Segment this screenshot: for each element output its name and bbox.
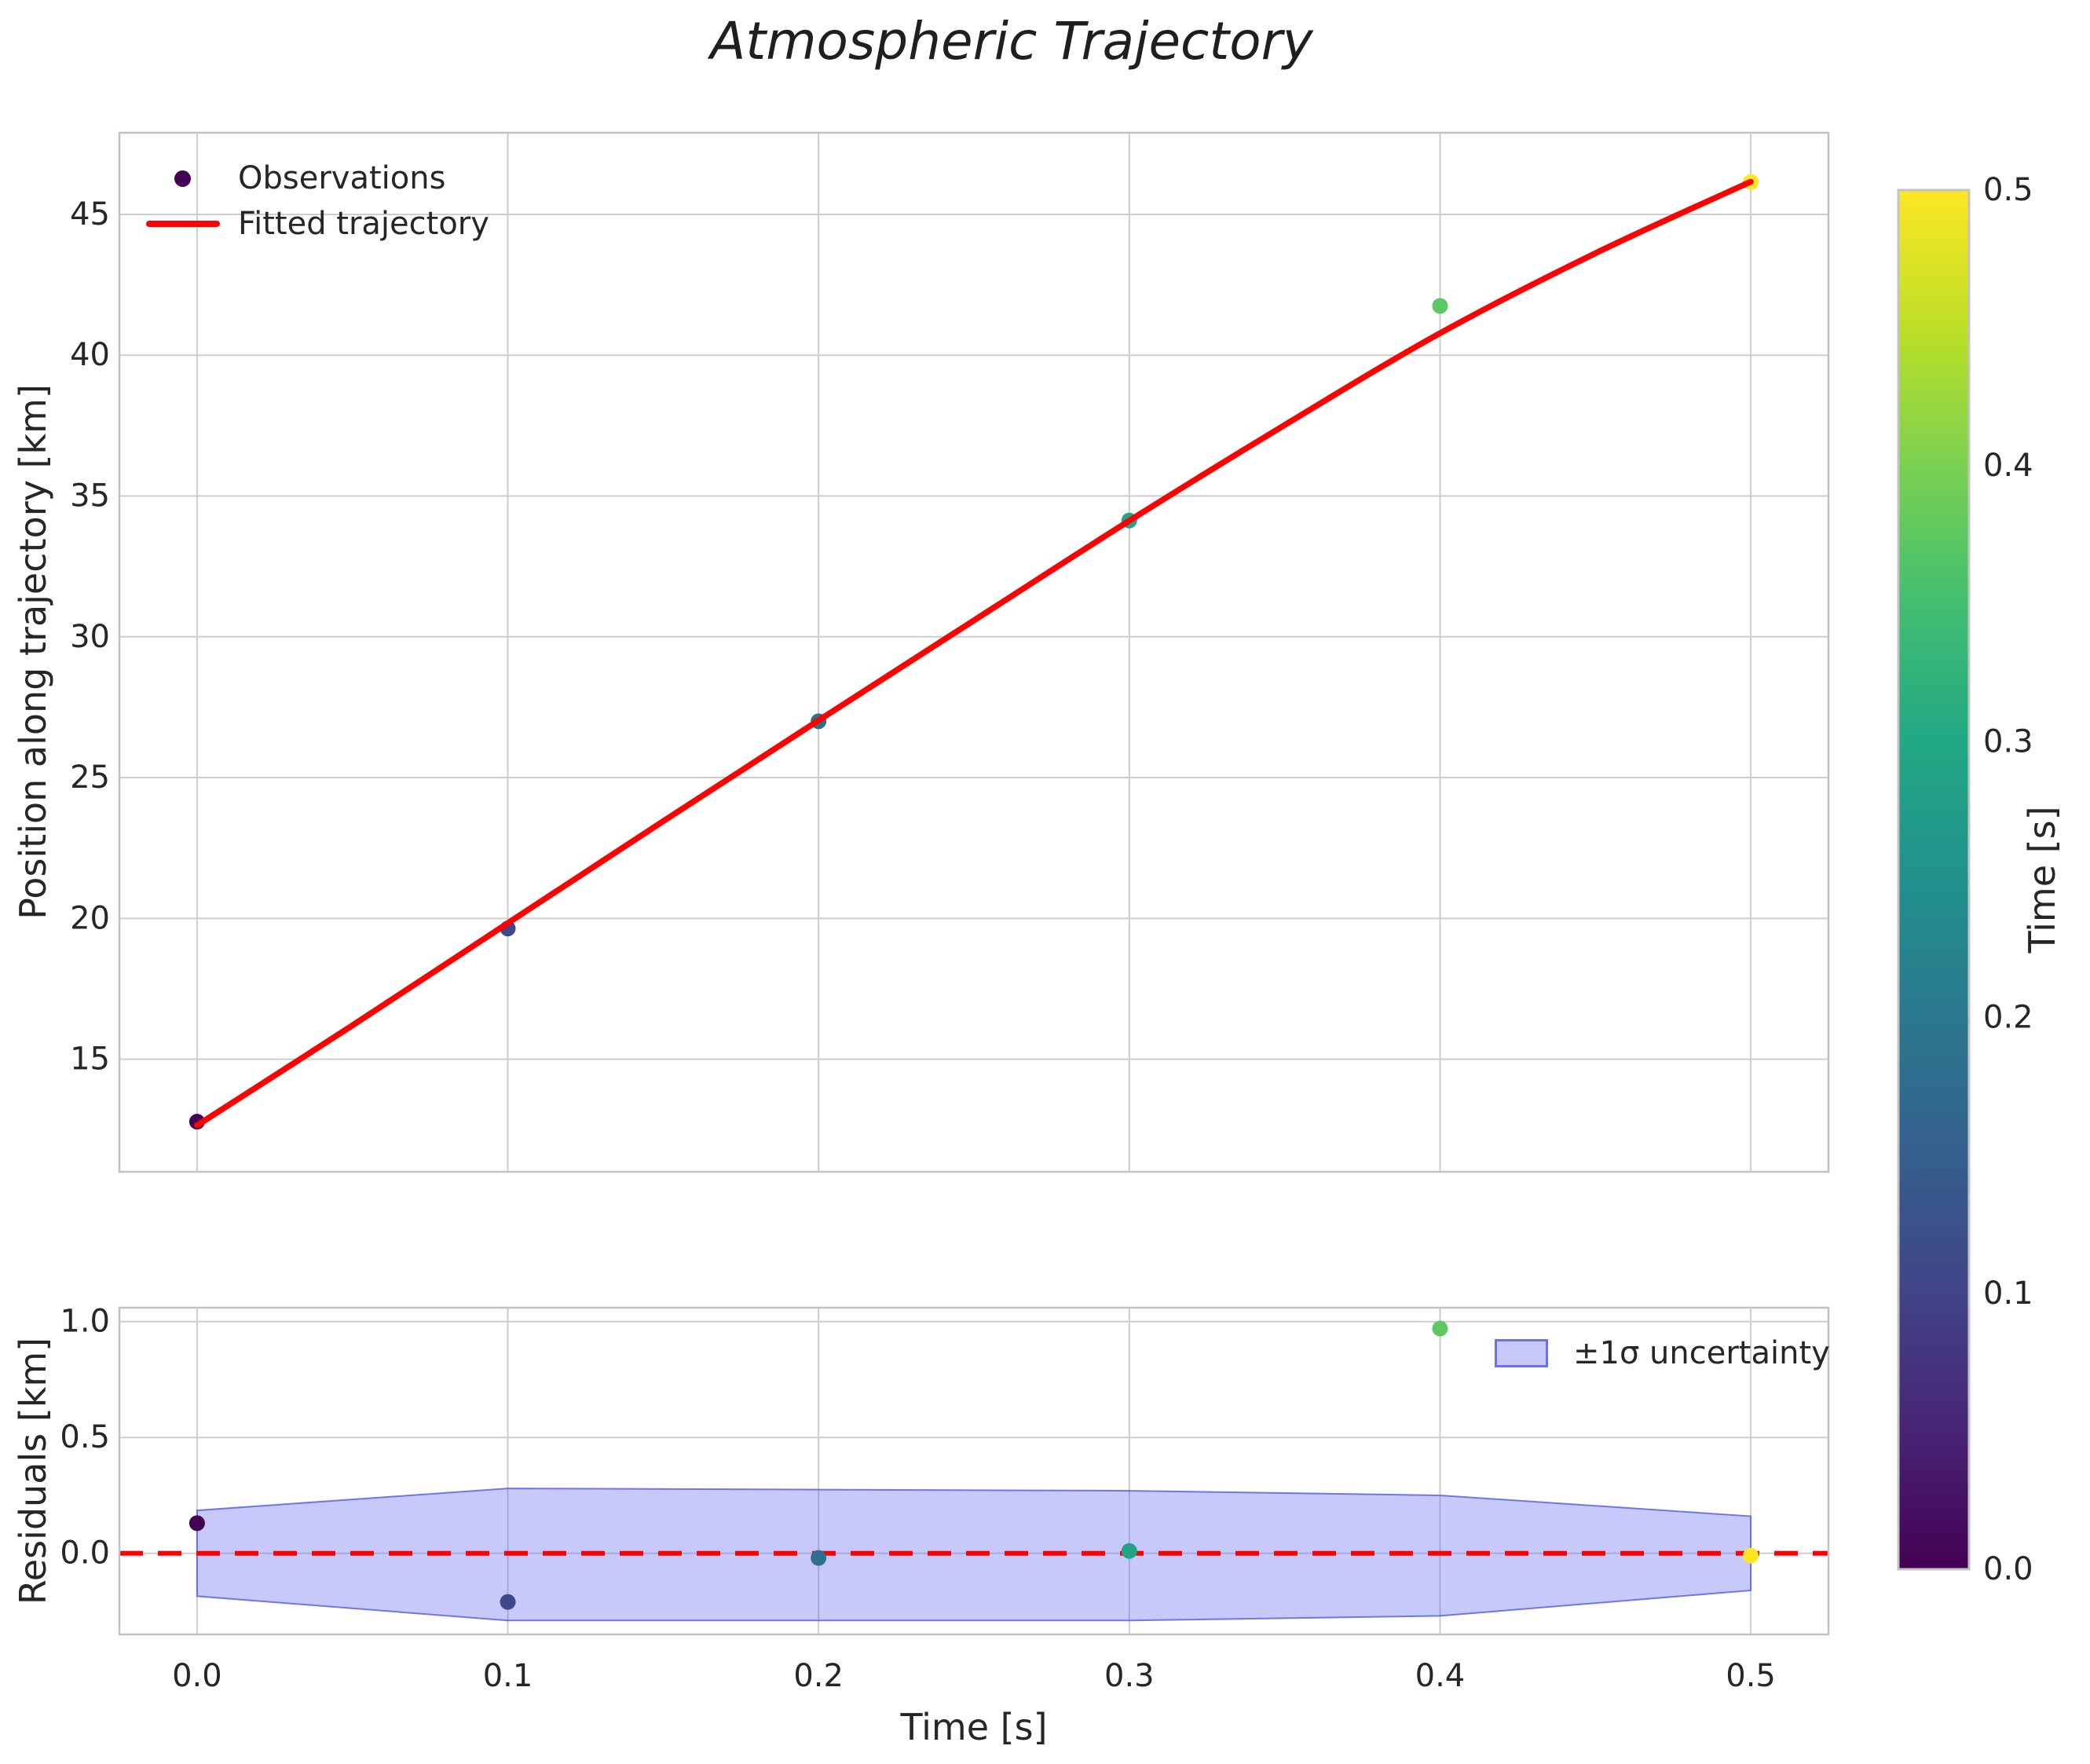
residuals-y-tick-label: 0.0: [60, 1535, 110, 1572]
fitted-line-icon: [146, 221, 220, 227]
main-y-tick-label: 30: [70, 619, 110, 655]
observations-marker-icon: [174, 170, 191, 187]
main-y-tick-label: 40: [70, 337, 110, 373]
x-tick-label: 0.1: [483, 1658, 533, 1694]
main-y-tick-label: 20: [70, 900, 110, 936]
residual-point[interactable]: [1743, 1547, 1759, 1564]
x-tick-label: 0.4: [1415, 1658, 1466, 1694]
residual-point[interactable]: [500, 1594, 516, 1610]
colorbar-gradient[interactable]: [1897, 188, 1971, 1571]
main-y-tick-label: 15: [70, 1041, 110, 1078]
x-axis-label: Time [s]: [900, 1706, 1048, 1748]
x-tick-label: 0.5: [1726, 1658, 1776, 1694]
residual-point[interactable]: [189, 1515, 205, 1532]
main-y-tick-label: 35: [70, 478, 110, 514]
legend-item-fitted: Fitted trajectory: [141, 201, 489, 247]
legend-label-uncertainty: ±1σ uncertainty: [1573, 1335, 1830, 1371]
legend-label-fitted: Fitted trajectory: [238, 206, 489, 242]
observation-point[interactable]: [1432, 298, 1448, 314]
residuals-legend: ±1σ uncertainty: [1495, 1335, 1830, 1371]
colorbar-tick-label: 0.3: [1983, 723, 2033, 759]
colorbar-tick-label: 0.4: [1983, 448, 2033, 484]
uncertainty-band-icon: [1495, 1339, 1548, 1367]
x-tick-label: 0.0: [172, 1658, 222, 1694]
colorbar-tick-label: 0.1: [1983, 1275, 2033, 1312]
residual-point[interactable]: [811, 1550, 827, 1566]
residuals-y-tick-label: 0.5: [60, 1419, 110, 1455]
fitted-trajectory-line[interactable]: [194, 178, 1754, 1129]
main-legend: Observations Fitted trajectory: [141, 156, 489, 247]
legend-label-observations: Observations: [238, 160, 446, 196]
residual-point[interactable]: [1121, 1543, 1137, 1559]
x-tick-label: 0.2: [793, 1658, 844, 1694]
chart-title: Atmospheric Trajectory: [710, 11, 1313, 71]
colorbar-tick-label: 0.2: [1983, 1000, 2033, 1036]
colorbar-tick-label: 0.5: [1983, 172, 2033, 208]
colorbar-tick-label: 0.0: [1983, 1551, 2033, 1587]
residuals-y-tick-label: 1.0: [60, 1304, 110, 1340]
legend-item-observations: Observations: [141, 156, 489, 201]
main-y-tick-label: 45: [70, 196, 110, 232]
main-y-tick-label: 25: [70, 759, 110, 796]
residual-point[interactable]: [1432, 1320, 1448, 1337]
residuals-axes-box: [118, 1306, 1830, 1636]
x-tick-label: 0.3: [1104, 1658, 1155, 1694]
main-axes-box: [118, 131, 1830, 1173]
